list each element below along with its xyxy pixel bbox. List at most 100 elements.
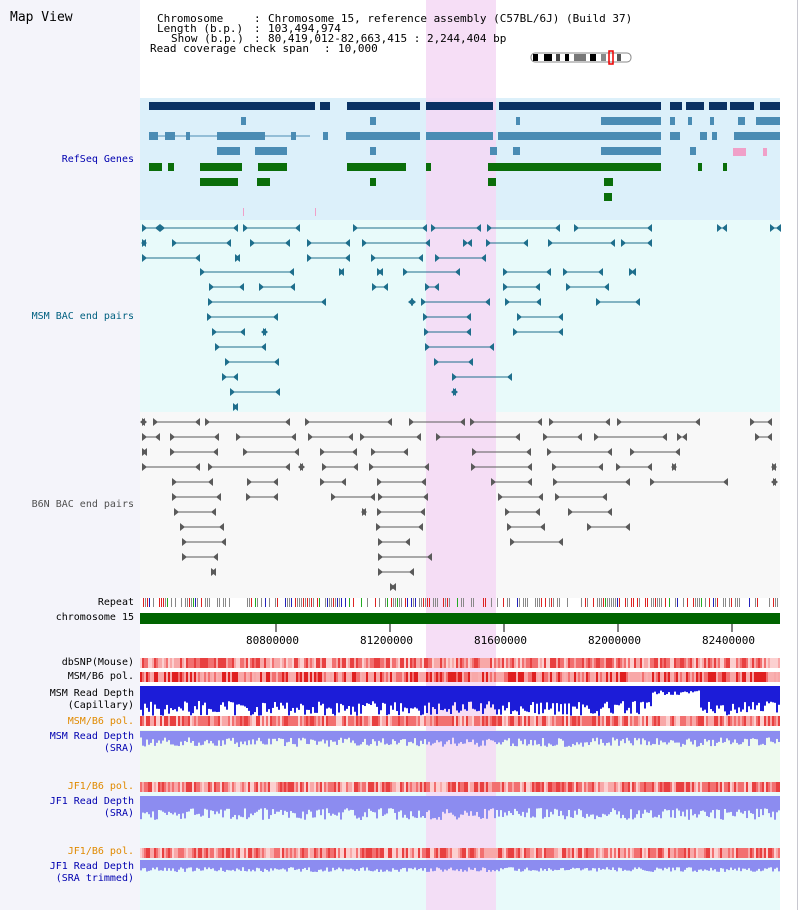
depth-bar — [758, 796, 760, 818]
heat-cell — [434, 658, 436, 668]
heat-cell — [372, 782, 374, 792]
depth-bar — [762, 686, 764, 712]
heat-cell — [470, 848, 472, 858]
heat-cell — [442, 848, 444, 858]
heat-cell — [714, 658, 716, 668]
depth-bar — [244, 686, 246, 707]
bac-end-left — [421, 298, 426, 306]
repeat-element — [339, 598, 340, 607]
heat-cell — [220, 782, 222, 792]
heat-cell — [272, 848, 274, 858]
heat-cell — [382, 672, 384, 682]
highlight-region[interactable] — [426, 0, 496, 910]
heat-cell — [216, 658, 218, 668]
heat-cell — [272, 658, 274, 668]
heat-cell — [614, 782, 616, 792]
depth-bar — [572, 796, 574, 818]
depth-bar — [278, 686, 280, 710]
heat-cell — [714, 672, 716, 682]
depth-bar — [724, 731, 726, 742]
heat-cell — [602, 658, 604, 668]
heat-cell — [306, 672, 308, 682]
bac-end-right — [155, 224, 160, 232]
heat-cell — [682, 848, 684, 858]
heat-cell — [372, 658, 374, 668]
heat-cell — [148, 782, 150, 792]
heat-cell — [592, 658, 594, 668]
heat-cell — [574, 782, 576, 792]
depth-bar — [280, 731, 282, 739]
depth-bar — [374, 686, 376, 704]
depth-bar — [572, 860, 574, 868]
depth-bar — [492, 686, 494, 705]
heat-cell — [604, 672, 606, 682]
heat-cell — [324, 782, 326, 792]
depth-bar — [610, 860, 612, 870]
repeat-element — [527, 598, 528, 607]
depth-bar — [162, 686, 164, 716]
depth-bar — [740, 686, 742, 712]
depth-bar — [490, 860, 492, 872]
repeat-element — [497, 598, 498, 607]
bac-end-right — [647, 224, 652, 232]
heat-cell — [626, 848, 628, 858]
heat-cell — [260, 782, 262, 792]
depth-bar — [182, 796, 184, 814]
heat-cell — [314, 716, 316, 726]
heat-cell — [296, 782, 298, 792]
bac-end-right — [607, 448, 612, 456]
heat-cell — [184, 848, 186, 858]
heat-cell — [720, 848, 722, 858]
repeat-element — [715, 598, 716, 607]
heat-cell — [574, 658, 576, 668]
depth-bar — [208, 860, 210, 868]
depth-bar — [376, 860, 378, 870]
repeat-element — [597, 598, 598, 607]
depth-bar — [686, 796, 688, 810]
repeat-element — [659, 598, 660, 607]
depth-bar — [520, 860, 522, 872]
heat-cell — [314, 672, 316, 682]
depth-bar — [732, 796, 734, 816]
depth-bar — [428, 796, 430, 811]
heat-cell — [146, 658, 148, 668]
depth-bar — [658, 686, 660, 694]
gene-exon — [700, 132, 707, 140]
repeat-element — [295, 598, 296, 607]
heat-cell — [526, 658, 528, 668]
heat-cell — [562, 672, 564, 682]
heat-cell — [464, 716, 466, 726]
depth-bar — [500, 686, 502, 715]
heat-cell — [260, 672, 262, 682]
heat-cell — [210, 658, 212, 668]
heat-cell — [248, 848, 250, 858]
heat-cell — [148, 672, 150, 682]
heat-cell — [494, 848, 496, 858]
heat-cell — [702, 848, 704, 858]
heat-cell — [648, 716, 650, 726]
depth-bar — [670, 860, 672, 872]
depth-bar — [480, 796, 482, 819]
heat-cell — [456, 848, 458, 858]
heat-cell — [482, 782, 484, 792]
depth-bar — [180, 686, 182, 709]
bac-end-left — [750, 418, 755, 426]
depth-bar — [192, 686, 194, 714]
heat-cell — [752, 658, 754, 668]
heat-cell — [488, 716, 490, 726]
repeat-element — [159, 598, 160, 607]
heat-cell — [554, 672, 556, 682]
depth-bar — [298, 686, 300, 710]
heat-cell — [588, 672, 590, 682]
heat-cell — [592, 782, 594, 792]
depth-bar — [678, 860, 680, 868]
depth-bar — [558, 731, 560, 739]
bac-end-right — [387, 418, 392, 426]
depth-bar — [498, 860, 500, 872]
heat-cell — [428, 782, 430, 792]
bac-end-right — [466, 313, 471, 321]
heat-cell — [472, 658, 474, 668]
heat-cell — [332, 658, 334, 668]
heat-cell — [146, 848, 148, 858]
